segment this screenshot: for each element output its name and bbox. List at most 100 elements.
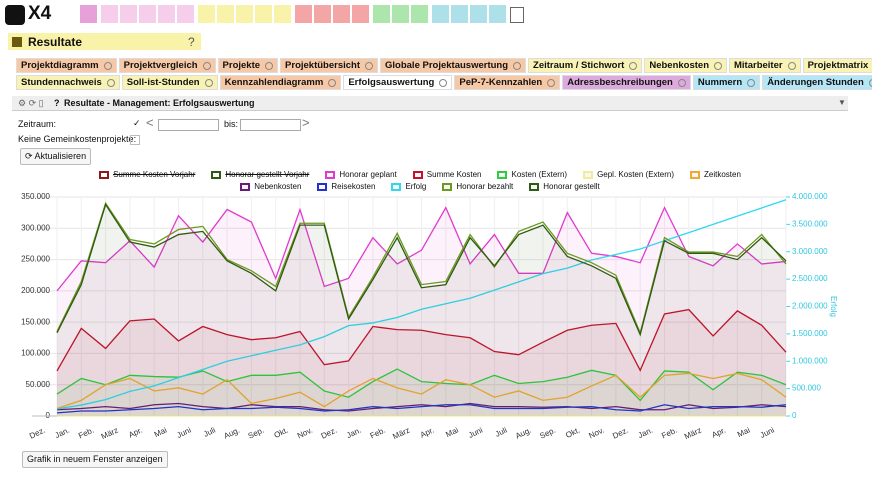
tab[interactable]: Projektübersicht xyxy=(280,58,379,73)
x-tick-label: Dez. xyxy=(28,426,47,441)
toolbar-icon[interactable] xyxy=(510,7,524,23)
tab[interactable]: Globale Projektauswertung xyxy=(380,58,527,73)
y-tick-label: 200.000 xyxy=(21,286,50,295)
tab-label: Erfolgsauswertung xyxy=(348,77,435,88)
tab-row: Stundennachweis Soll-ist-Stunden Kennzahle… xyxy=(16,75,872,90)
x-tick-label: Mai xyxy=(736,425,752,439)
toolbar-icon[interactable] xyxy=(392,5,409,23)
x-tick-label: Jan. xyxy=(345,426,363,441)
tab[interactable]: PeP-7-Kennzahlen xyxy=(454,75,561,90)
legend-item[interactable]: Kosten (Extern) xyxy=(497,170,567,179)
no-overhead-checkbox[interactable] xyxy=(130,135,140,145)
date-from[interactable] xyxy=(158,119,219,131)
legend-swatch xyxy=(497,170,508,179)
tab[interactable]: Nummern xyxy=(692,75,761,90)
toolbar-icon[interactable] xyxy=(236,5,253,23)
period-checkbox[interactable]: ✓ xyxy=(133,118,141,128)
tab-label: Zeitraum / Stichwort xyxy=(533,60,625,71)
legend-swatch xyxy=(412,170,423,179)
toolbar-icon[interactable] xyxy=(432,5,449,23)
tab-close xyxy=(106,78,115,87)
toolbar-icon[interactable] xyxy=(255,5,272,23)
series-area xyxy=(57,207,786,416)
toolbar-icon[interactable] xyxy=(314,5,331,23)
y2-axis-label: Erfolg xyxy=(829,296,838,317)
help[interactable]: ? xyxy=(188,35,195,49)
y2-tick-label: 3.500.000 xyxy=(792,219,828,228)
toolbar-icon[interactable] xyxy=(177,5,194,23)
x-tick-label: Dez. xyxy=(611,426,630,441)
toolbar-icon[interactable] xyxy=(411,5,428,23)
legend-label: Gepl. Kosten (Extern) xyxy=(597,170,674,179)
toolbar-icon[interactable] xyxy=(333,5,350,23)
y2-tick-label: 1.500.000 xyxy=(792,329,828,338)
toolbar-icon[interactable] xyxy=(373,5,390,23)
toolbar-icon[interactable] xyxy=(217,5,234,23)
toolbar-icon[interactable] xyxy=(451,5,468,23)
logo-mark xyxy=(5,5,25,25)
x-tick-label: Jan. xyxy=(54,426,72,441)
legend-item[interactable]: Zeitkosten xyxy=(689,170,741,179)
tab[interactable]: Adressbeschreibungen xyxy=(562,75,691,90)
toolbar-icon[interactable] xyxy=(352,5,369,23)
tab[interactable]: Soll-ist-Stunden xyxy=(121,75,218,90)
prev-button[interactable]: < xyxy=(146,115,154,130)
panel-collapse[interactable]: ▼ xyxy=(838,98,846,107)
toolbar-icon[interactable] xyxy=(101,5,118,23)
toolbar-icon[interactable] xyxy=(274,5,291,23)
next-button[interactable]: > xyxy=(302,115,310,130)
tab[interactable]: Projektvergleich xyxy=(118,58,216,73)
tab[interactable]: Erfolgsauswertung xyxy=(343,75,453,90)
legend-item[interactable]: Summe Kosten Vorjahr xyxy=(99,170,195,179)
toolbar-icon[interactable] xyxy=(198,5,215,23)
legend-item[interactable]: Gepl. Kosten (Extern) xyxy=(583,170,674,179)
x-tick-label: Juli xyxy=(202,425,217,438)
tab-close xyxy=(439,78,448,87)
open-window-button[interactable]: Grafik in neuem Fenster anzeigen xyxy=(22,451,168,468)
refresh-button[interactable]: ⟳ Aktualisieren xyxy=(20,148,92,165)
tab[interactable]: Zeitraum / Stichwort xyxy=(528,58,643,73)
legend-swatch xyxy=(240,182,251,191)
tab[interactable]: Projektmatrix xyxy=(802,58,872,73)
tab[interactable]: Mitarbeiter xyxy=(729,58,801,73)
y-tick-label: 350.000 xyxy=(21,192,50,201)
toolbar-icon[interactable] xyxy=(120,5,137,23)
tab[interactable]: Änderungen Stunden xyxy=(762,75,872,90)
tab[interactable]: Projekte xyxy=(217,58,279,73)
toolbar-icon[interactable] xyxy=(80,5,97,23)
tab-label: Mitarbeiter xyxy=(734,60,783,71)
tab-label: Soll-ist-Stunden xyxy=(126,77,200,88)
legend-item[interactable]: Honorar gestellt Vorjahr xyxy=(211,170,309,179)
tab-label: PeP-7-Kennzahlen xyxy=(459,77,543,88)
y2-tick-label: 1.000.000 xyxy=(792,356,828,365)
tab-close xyxy=(202,61,211,70)
y-tick-label: 300.000 xyxy=(21,223,50,232)
tab-close xyxy=(677,78,686,87)
legend-item[interactable]: Honorar bezahlt xyxy=(442,182,513,191)
legend-item[interactable]: Nebenkosten xyxy=(240,182,301,191)
legend-item[interactable]: Reisekosten xyxy=(317,182,375,191)
logo-text: X4 xyxy=(28,3,52,24)
legend-item[interactable]: Honorar gestellt xyxy=(529,182,600,191)
toolbar-icon[interactable] xyxy=(139,5,156,23)
legend-item[interactable]: Summe Kosten xyxy=(412,170,481,179)
tab[interactable]: Stundennachweis xyxy=(16,75,120,90)
x-tick-label: Mai xyxy=(153,425,169,439)
toolbar-icon[interactable] xyxy=(295,5,312,23)
legend-item[interactable]: Erfolg xyxy=(391,182,426,191)
x-tick-label: Jan. xyxy=(637,426,655,441)
tab[interactable]: Projektdiagramm xyxy=(16,58,117,73)
legend-item[interactable]: Honorar geplant xyxy=(325,170,397,179)
tab-label: Projekte xyxy=(222,60,261,71)
date-to[interactable] xyxy=(240,119,301,131)
tab[interactable]: Kennzahlendiagramm xyxy=(219,75,342,90)
refresh-label: Aktualisieren xyxy=(34,151,87,161)
x-tick-label: Feb. xyxy=(369,426,387,441)
legend-swatch xyxy=(391,182,402,191)
toolbar-icon[interactable] xyxy=(470,5,487,23)
toolbar-icon[interactable] xyxy=(489,5,506,23)
toolbar-icon[interactable] xyxy=(158,5,175,23)
panel-help[interactable]: ? xyxy=(54,98,60,108)
tab[interactable]: Nebenkosten xyxy=(644,58,727,73)
